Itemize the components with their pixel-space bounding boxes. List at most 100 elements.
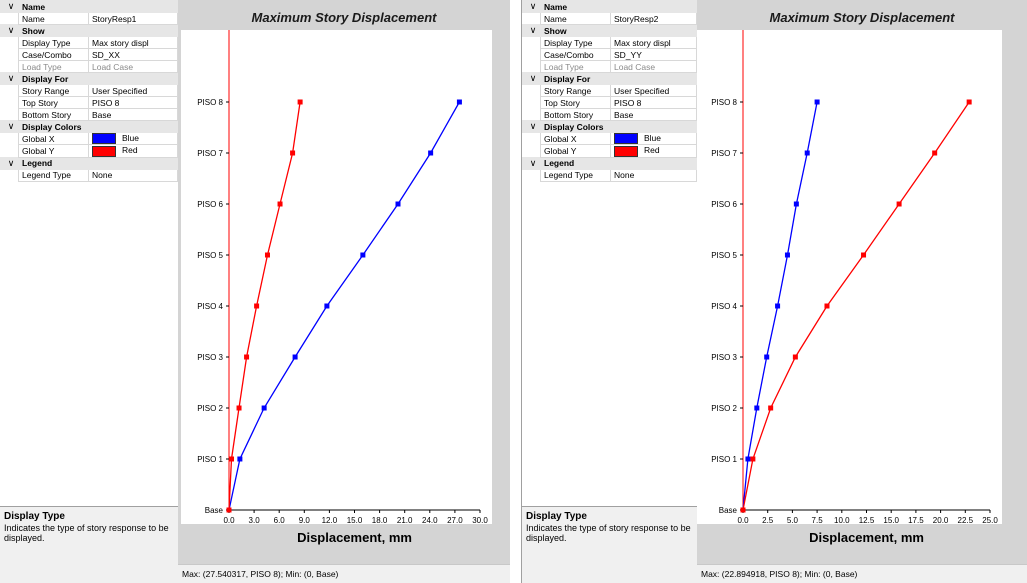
x-tick-label: 0.0: [737, 516, 749, 525]
prop-bottom-story[interactable]: Bottom Story Base: [0, 108, 178, 121]
x-tick-label: 2.5: [762, 516, 774, 525]
y-tick-label: PISO 5: [711, 251, 737, 260]
description-text: Indicates the type of story response to …: [4, 523, 169, 543]
data-point: [754, 405, 760, 411]
x-tick-label: 15.0: [883, 516, 899, 525]
chart-svg-1: Maximum Story Displacement 0.0 3.0 6.0 9.0 12…: [181, 10, 492, 545]
data-point: [360, 252, 366, 258]
category-display-for[interactable]: ∨ Display For: [522, 72, 697, 85]
property-description: Display Type Indicates the type of story…: [522, 506, 697, 583]
category-legend[interactable]: ∨ Legend: [0, 156, 178, 170]
x-tick-label: 6.0: [274, 516, 286, 525]
data-point: [861, 252, 867, 258]
y-tick-label: PISO 8: [711, 98, 737, 107]
y-tick-label: PISO 6: [711, 200, 737, 209]
x-axis-label: Displacement, mm: [809, 530, 924, 545]
prop-load-type: Load Type Load Case: [0, 60, 178, 73]
data-point: [236, 405, 242, 411]
prop-name[interactable]: Name StoryResp1: [0, 12, 178, 25]
x-tick-label: 0.0: [223, 516, 235, 525]
chart-title: Maximum Story Displacement: [252, 10, 438, 25]
data-point: [784, 252, 790, 258]
prop-top-story[interactable]: Top Story PISO 8: [0, 96, 178, 109]
x-tick-label: 21.0: [397, 516, 413, 525]
data-point: [324, 303, 330, 309]
chart-area-2: Maximum Story Displacement 0.0 2.5 5.0 7.5 10…: [697, 0, 1027, 583]
description-title: Display Type: [526, 511, 587, 522]
chevron-down-icon[interactable]: ∨: [0, 0, 19, 13]
y-tick-label: PISO 8: [197, 98, 223, 107]
y-tick-label: PISO 3: [197, 353, 223, 362]
prop-name[interactable]: Name StoryResp2: [522, 12, 697, 25]
prop-global-x[interactable]: Global X Blue: [0, 131, 178, 146]
y-tick-label: PISO 1: [197, 455, 223, 464]
data-point: [804, 150, 810, 156]
chevron-down-icon[interactable]: ∨: [0, 120, 19, 133]
chevron-down-icon[interactable]: ∨: [0, 24, 19, 37]
chevron-down-icon[interactable]: ∨: [522, 156, 541, 170]
description-text: Indicates the type of story response to …: [526, 523, 691, 543]
prop-bottom-story[interactable]: Bottom Story Base: [522, 108, 697, 121]
data-point: [932, 150, 938, 156]
category-name[interactable]: ∨ Name: [0, 0, 178, 13]
category-name[interactable]: ∨ Name: [522, 0, 697, 13]
category-display-colors[interactable]: ∨ Display Colors: [0, 120, 178, 133]
prop-display-type[interactable]: Display Type Max story displ: [522, 36, 697, 49]
chevron-down-icon[interactable]: ∨: [0, 156, 19, 170]
chart-svg-2: Maximum Story Displacement 0.0 2.5 5.0 7.5 10…: [697, 10, 1002, 545]
prop-global-y[interactable]: Global Y Red: [0, 144, 178, 158]
category-display-colors[interactable]: ∨ Display Colors: [522, 120, 697, 133]
data-point: [226, 507, 232, 513]
y-tick-label: PISO 4: [711, 302, 737, 311]
prop-story-range[interactable]: Story Range User Specified: [522, 84, 697, 97]
data-point: [297, 99, 303, 105]
category-display-for[interactable]: ∨ Display For: [0, 72, 178, 85]
prop-legend-type[interactable]: Legend Type None: [522, 168, 697, 182]
y-tick-label: PISO 1: [711, 455, 737, 464]
x-tick-label: 12.0: [322, 516, 338, 525]
prop-global-x[interactable]: Global X Blue: [522, 131, 697, 146]
status-bar: Max: (22.894918, PISO 8); Min: (0, Base): [697, 564, 1027, 583]
color-swatch-red: [614, 145, 638, 156]
y-tick-label: PISO 3: [711, 353, 737, 362]
prop-case-combo[interactable]: Case/Combo SD_XX: [0, 48, 178, 61]
y-tick-label: Base: [205, 506, 224, 515]
x-tick-label: 25.0: [982, 516, 998, 525]
chevron-down-icon[interactable]: ∨: [0, 72, 19, 85]
chevron-down-icon[interactable]: ∨: [522, 120, 541, 133]
prop-story-range[interactable]: Story Range User Specified: [0, 84, 178, 97]
category-show[interactable]: ∨ Show: [0, 24, 178, 37]
prop-case-combo[interactable]: Case/Combo SD_YY: [522, 48, 697, 61]
x-tick-label: 3.0: [249, 516, 261, 525]
prop-global-y[interactable]: Global Y Red: [522, 144, 697, 158]
y-tick-label: PISO 6: [197, 200, 223, 209]
x-tick-label: 10.0: [834, 516, 850, 525]
data-point: [792, 354, 798, 360]
chevron-down-icon[interactable]: ∨: [522, 72, 541, 85]
property-grid-2: ∨ Name Name StoryResp2 ∨ Show Display Type M…: [522, 0, 697, 182]
x-tick-label: 12.5: [859, 516, 875, 525]
prop-legend-type[interactable]: Legend Type None: [0, 168, 178, 182]
data-point: [237, 456, 243, 462]
category-legend[interactable]: ∨ Legend: [522, 156, 697, 170]
data-point: [277, 201, 283, 207]
prop-top-story[interactable]: Top Story PISO 8: [522, 96, 697, 109]
category-show[interactable]: ∨ Show: [522, 24, 697, 37]
color-swatch-red: [92, 145, 116, 156]
data-point: [456, 99, 462, 105]
chevron-down-icon[interactable]: ∨: [522, 24, 541, 37]
x-tick-label: 24.0: [422, 516, 438, 525]
prop-display-type[interactable]: Display Type Max story displ: [0, 36, 178, 49]
prop-load-type: Load Type Load Case: [522, 60, 697, 73]
y-tick-label: PISO 7: [711, 149, 737, 158]
y-tick-label: Base: [719, 506, 738, 515]
data-point: [395, 201, 401, 207]
data-point: [775, 303, 781, 309]
x-tick-label: 27.0: [447, 516, 463, 525]
color-swatch-blue: [92, 133, 116, 144]
chevron-down-icon[interactable]: ∨: [522, 0, 541, 13]
plot-background: [181, 30, 492, 524]
property-grid-1: ∨ Name Name StoryResp1 ∨ Show Display Type M…: [0, 0, 178, 182]
status-bar: Max: (27.540317, PISO 8); Min: (0, Base): [178, 564, 510, 583]
chart-area-1: Maximum Story Displacement 0.0 3.0 6.0 9.0 12…: [178, 0, 510, 583]
